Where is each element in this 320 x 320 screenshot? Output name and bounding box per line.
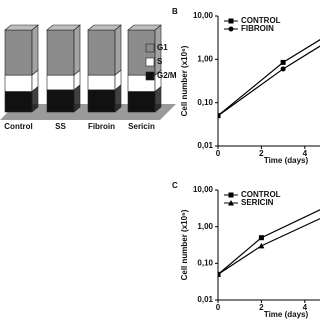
bar-segment: [4, 91, 33, 113]
bar-top: [4, 24, 39, 31]
marker: [218, 271, 221, 277]
bar-top: [46, 24, 81, 31]
y-axis-label: Cell number (x10⁶): [180, 45, 189, 116]
bar-side: [73, 24, 81, 76]
x-tick-label: 0: [216, 303, 221, 312]
bar-segment: [46, 74, 75, 91]
bar-side: [114, 24, 122, 76]
bar-segment: [4, 29, 33, 76]
x-axis-label: Time (days): [264, 156, 309, 165]
bar-segment: [87, 29, 116, 76]
y-tick-label: 10,00: [193, 185, 214, 194]
bar-segment: [46, 29, 75, 76]
legend-label: G2/M: [157, 71, 177, 80]
legend-label: SERICIN: [241, 198, 274, 207]
y-tick-label: 10,00: [193, 11, 214, 20]
legend-swatch: [145, 71, 155, 81]
bar-segment: [87, 89, 116, 113]
plot-area: [218, 209, 320, 277]
bar-segment: [4, 74, 33, 92]
x-tick-label: Sericin: [128, 122, 155, 131]
bar-top: [127, 24, 162, 31]
y-axis-label: Cell number (x10⁶): [180, 209, 189, 280]
x-tick-label: Fibroin: [88, 122, 115, 131]
y-tick-label: 0,01: [197, 295, 213, 304]
legend-marker: [228, 18, 234, 24]
y-tick-label: 1,00: [197, 54, 213, 63]
legend-label: CONTROL: [241, 16, 281, 25]
bar-top: [87, 24, 122, 31]
series-line: [218, 217, 320, 275]
bar-side: [31, 24, 39, 76]
legend-label: G1: [157, 43, 168, 52]
bar-segment: [87, 74, 116, 91]
x-axis-label: Time (days): [264, 310, 309, 319]
legend-marker: [228, 200, 234, 206]
panel-label: C: [172, 181, 178, 190]
x-tick-label: Control: [4, 122, 32, 131]
y-tick-label: 0,10: [197, 98, 213, 107]
x-tick-label: 4: [303, 149, 308, 158]
legend-label: CONTROL: [241, 190, 281, 199]
legend-marker: [228, 192, 234, 198]
marker: [218, 113, 221, 119]
bar-segment: [127, 29, 156, 76]
x-tick-label: 2: [259, 149, 264, 158]
bar-segment: [46, 89, 75, 113]
marker: [280, 59, 286, 65]
plot-area: [218, 39, 320, 119]
y-tick-label: 1,00: [197, 222, 213, 231]
series-line: [218, 39, 320, 117]
y-tick-label: 0,10: [197, 258, 213, 267]
marker: [280, 66, 286, 72]
legend-swatch: [145, 57, 155, 67]
x-tick-label: 4: [303, 303, 308, 312]
legend-label: FIBROIN: [241, 24, 274, 33]
legend-label: S: [157, 57, 163, 66]
x-tick-label: 0: [216, 149, 221, 158]
marker: [258, 235, 264, 241]
x-tick-label: SS: [55, 122, 66, 131]
legend-swatch: [145, 43, 155, 53]
panel-label: B: [172, 7, 178, 16]
x-tick-label: 2: [259, 303, 264, 312]
legend-marker: [228, 26, 234, 32]
y-tick-label: 0,01: [197, 141, 213, 150]
series-line: [218, 45, 320, 117]
marker: [258, 242, 265, 249]
bar-segment: [127, 91, 156, 113]
